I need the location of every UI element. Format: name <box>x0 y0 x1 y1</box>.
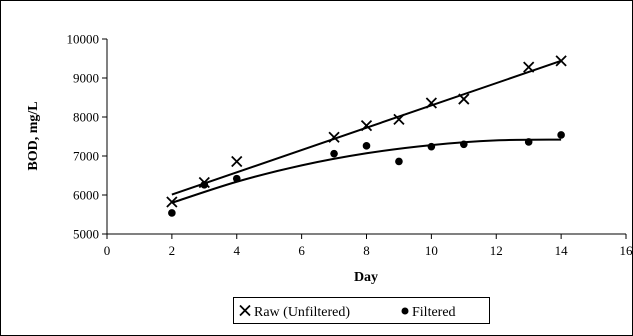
filtered-data-point <box>395 157 403 166</box>
legend-box <box>233 297 490 324</box>
raw-data-point-stroke <box>360 119 373 132</box>
marker-group <box>166 55 567 217</box>
y-tick-label: 8000 <box>73 110 99 125</box>
x-tick-label: 0 <box>104 243 111 258</box>
x-tick-label: 8 <box>363 243 370 258</box>
raw-data-point-stroke <box>425 97 438 109</box>
y-tick-label: 5000 <box>73 227 99 242</box>
legend: Raw (Unfiltered) Filtered <box>233 297 490 324</box>
filtered-data-point <box>557 131 565 139</box>
legend-marker-circle <box>401 307 409 315</box>
raw-data-point <box>360 119 373 132</box>
x-tick-label: 14 <box>555 243 569 258</box>
y-tick-label: 7000 <box>73 149 99 164</box>
y-tick-group: 5000 6000 7000 8000 9000 10000 <box>67 32 107 242</box>
x-tick-label: 2 <box>169 243 176 258</box>
raw-trendline <box>171 59 562 196</box>
raw-data-point <box>166 196 178 208</box>
y-axis-title: BOD, mg/L <box>26 101 41 170</box>
legend-label-filtered: Filtered <box>412 305 456 320</box>
legend-marker-x <box>239 304 251 317</box>
x-tick-label: 10 <box>425 243 438 258</box>
filtered-data-point <box>460 140 468 149</box>
raw-data-point <box>425 97 438 109</box>
legend-label-raw: Raw (Unfiltered) <box>254 305 350 320</box>
filtered-data-point <box>427 142 436 151</box>
y-tick-label: 10000 <box>67 32 100 47</box>
raw-data-point <box>523 61 535 73</box>
raw-data-point <box>393 113 405 125</box>
x-tick-label: 12 <box>490 243 503 258</box>
raw-data-point-stroke <box>555 55 567 67</box>
raw-data-point-stroke <box>523 61 535 73</box>
x-tick-label: 6 <box>298 243 305 258</box>
raw-data-point <box>555 55 567 67</box>
filtered-data-point <box>200 181 209 189</box>
raw-data-point <box>231 155 243 168</box>
raw-data-point-stroke <box>166 196 178 208</box>
raw-data-point-stroke <box>458 93 470 105</box>
filtered-data-point <box>168 209 176 217</box>
filtered-data-point <box>524 138 533 146</box>
raw-data-point-stroke <box>328 131 340 143</box>
x-tick-group: 0 2 4 6 8 10 12 14 16 <box>104 234 633 258</box>
raw-data-point-stroke <box>393 113 405 125</box>
x-tick-label: 16 <box>620 243 633 258</box>
filtered-data-point <box>362 142 371 150</box>
raw-data-point-stroke <box>231 155 243 168</box>
x-tick-label: 4 <box>234 243 241 258</box>
x-axis-title: Day <box>354 270 378 285</box>
legend-x-glyph <box>239 304 251 317</box>
raw-data-point <box>458 93 470 105</box>
filtered-data-point <box>232 174 241 183</box>
y-tick-label: 6000 <box>73 188 99 203</box>
y-tick-label: 9000 <box>73 71 99 86</box>
filtered-data-point <box>330 149 338 158</box>
legend-x-glyph-stroke <box>239 304 251 317</box>
raw-data-point <box>328 131 340 143</box>
